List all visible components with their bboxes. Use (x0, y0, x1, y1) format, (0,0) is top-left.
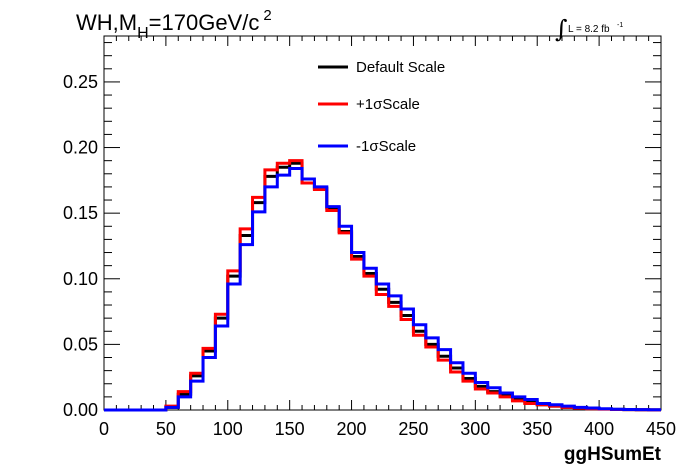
x-tick-label-300: 300 (460, 419, 490, 439)
series-line-0 (104, 161, 661, 412)
title-main: WH,M (76, 10, 137, 35)
x-tick-label-450: 450 (646, 419, 676, 439)
lumi-sign: ∫ (555, 15, 568, 43)
frame (103, 35, 662, 411)
lumi-sup: -1 (617, 22, 623, 29)
legend-label-2: -1σScale (356, 138, 416, 155)
series-line-2 (104, 167, 661, 412)
x-tick-label-100: 100 (213, 419, 243, 439)
x-axis-label: ggHSumEt (564, 444, 662, 465)
y-tick-label-0.15: 0.15 (63, 203, 98, 223)
legend: Default Scale +1σScale -1σScale (318, 59, 445, 155)
x-tick-label-350: 350 (522, 419, 552, 439)
x-tick-label-400: 400 (584, 419, 614, 439)
title-sup: 2 (263, 7, 271, 24)
title-rest: =170GeV/c (149, 10, 260, 35)
legend-label-1: +1σScale (356, 96, 420, 113)
y-tick-label-0.25: 0.25 (63, 72, 98, 92)
x-tick-label-0: 0 (99, 419, 109, 439)
x-tick-label-200: 200 (337, 419, 367, 439)
legend-label-0: Default Scale (356, 59, 445, 76)
x-tick-label-250: 250 (398, 419, 428, 439)
y-tick-label-0.10: 0.10 (63, 269, 98, 289)
y-tick-label-0.00: 0.00 (63, 400, 98, 420)
x-tick-label-150: 150 (275, 419, 305, 439)
lumi-label: L = 8.2 fb (568, 24, 610, 35)
y-tick-label-0.20: 0.20 (63, 138, 98, 158)
y-tick-label-0.05: 0.05 (63, 334, 98, 354)
x-tick-label-50: 50 (156, 419, 176, 439)
chart-title: WH,MH=170GeV/c 2 (76, 7, 272, 42)
title-sub: H (137, 25, 149, 42)
